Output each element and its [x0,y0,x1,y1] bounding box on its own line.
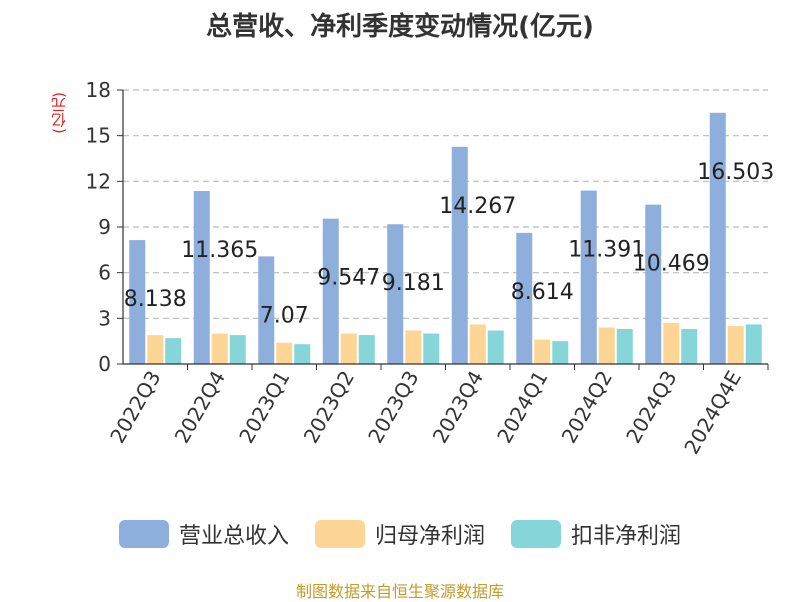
bar-2023Q3-2 [423,333,440,364]
bar-2023Q2-2 [358,335,375,364]
x-tick-label: 2024Q3 [621,367,681,448]
legend-label-revenue: 营业总收入 [178,524,289,549]
x-tick-label: 2024Q4E [679,367,746,459]
bar-2024Q2-2 [616,328,633,364]
data-label: 11.391 [568,238,645,263]
x-tick-label: 2023Q1 [234,367,294,448]
legend-item-deducted-net-profit[interactable]: 扣非净利润 [511,518,681,550]
y-tick-label: 0 [98,352,111,376]
y-tick-label: 3 [98,306,111,330]
bar-2023Q1-1 [276,342,293,364]
legend-item-net-profit[interactable]: 归母净利润 [314,518,485,550]
bar-2024Q4E-1 [727,325,744,364]
bar-2022Q4-0 [193,190,210,364]
bar-2024Q3-2 [681,328,698,364]
x-tick-label: 2022Q4 [170,367,230,448]
bar-2023Q4-1 [469,324,486,364]
bar-2023Q4-2 [487,330,504,364]
bar-2023Q1-0 [258,256,275,364]
bar-2024Q2-0 [580,190,597,364]
bar-2023Q1-2 [294,344,311,364]
bar-2022Q4-2 [229,335,246,364]
y-tick-label: 6 [98,261,111,285]
data-label: 9.547 [317,266,380,291]
data-labels: 8.138 11.365 7.07 9.547 9.181 14.267 8.614 11.3… [124,160,774,329]
data-label: 11.365 [181,238,258,263]
legend-swatch-deducted-net-profit [511,520,561,548]
data-label: 8.138 [124,287,187,312]
bar-2023Q2-1 [340,333,357,364]
chart-title: 总营收、净利季度变动情况(亿元) [206,12,594,42]
x-tick-label: 2022Q3 [105,367,165,448]
y-tick-label: 18 [86,78,111,102]
x-tick-label: 2023Q3 [363,367,423,448]
data-label: 10.469 [633,252,710,277]
legend-label-net-profit: 归母净利润 [374,524,485,549]
x-tick-label: 2024Q2 [557,367,617,448]
x-tick-label: 2023Q4 [428,367,488,448]
bar-2023Q3-0 [387,224,404,364]
bar-2022Q3-2 [165,338,182,364]
bar-2024Q4E-0 [709,112,726,365]
x-tick-label: 2023Q2 [299,367,359,448]
legend-label-deducted-net-profit: 扣非净利润 [571,524,682,549]
bar-2024Q3-0 [645,204,662,364]
x-tick-label: 2024Q1 [492,367,552,448]
legend-swatch-revenue [118,520,169,548]
bar-2024Q1-2 [552,341,569,364]
legend-swatch-net-profit [314,520,365,548]
legend: 营业总收入 归母净利润 扣非净利润 [0,518,800,550]
bar-2022Q3-1 [147,335,164,364]
bar-2024Q3-1 [663,322,680,364]
source-note: 制图数据来自恒生聚源数据库 [295,582,504,601]
bar-2022Q4-1 [211,333,228,364]
bar-2024Q1-0 [516,232,533,364]
gridlines [123,89,768,319]
legend-item-revenue[interactable]: 营业总收入 [118,518,289,550]
data-label: 9.181 [382,271,445,296]
bar-2022Q3-0 [129,240,146,364]
bar-2023Q4-0 [451,146,468,364]
y-tick-label: 12 [86,169,111,193]
data-label: 8.614 [511,280,574,305]
bar-2023Q2-0 [322,218,339,364]
y-tick-label: 15 [86,124,111,148]
data-label: 16.503 [697,160,774,185]
data-label: 14.267 [439,194,516,219]
data-label: 7.07 [260,303,309,328]
bar-2024Q2-1 [598,327,615,364]
bar-2024Q4E-2 [745,324,762,364]
bar-2023Q3-1 [405,330,422,364]
bars [129,112,762,365]
y-tick-label: 9 [98,215,111,239]
bar-2024Q1-1 [534,339,551,364]
